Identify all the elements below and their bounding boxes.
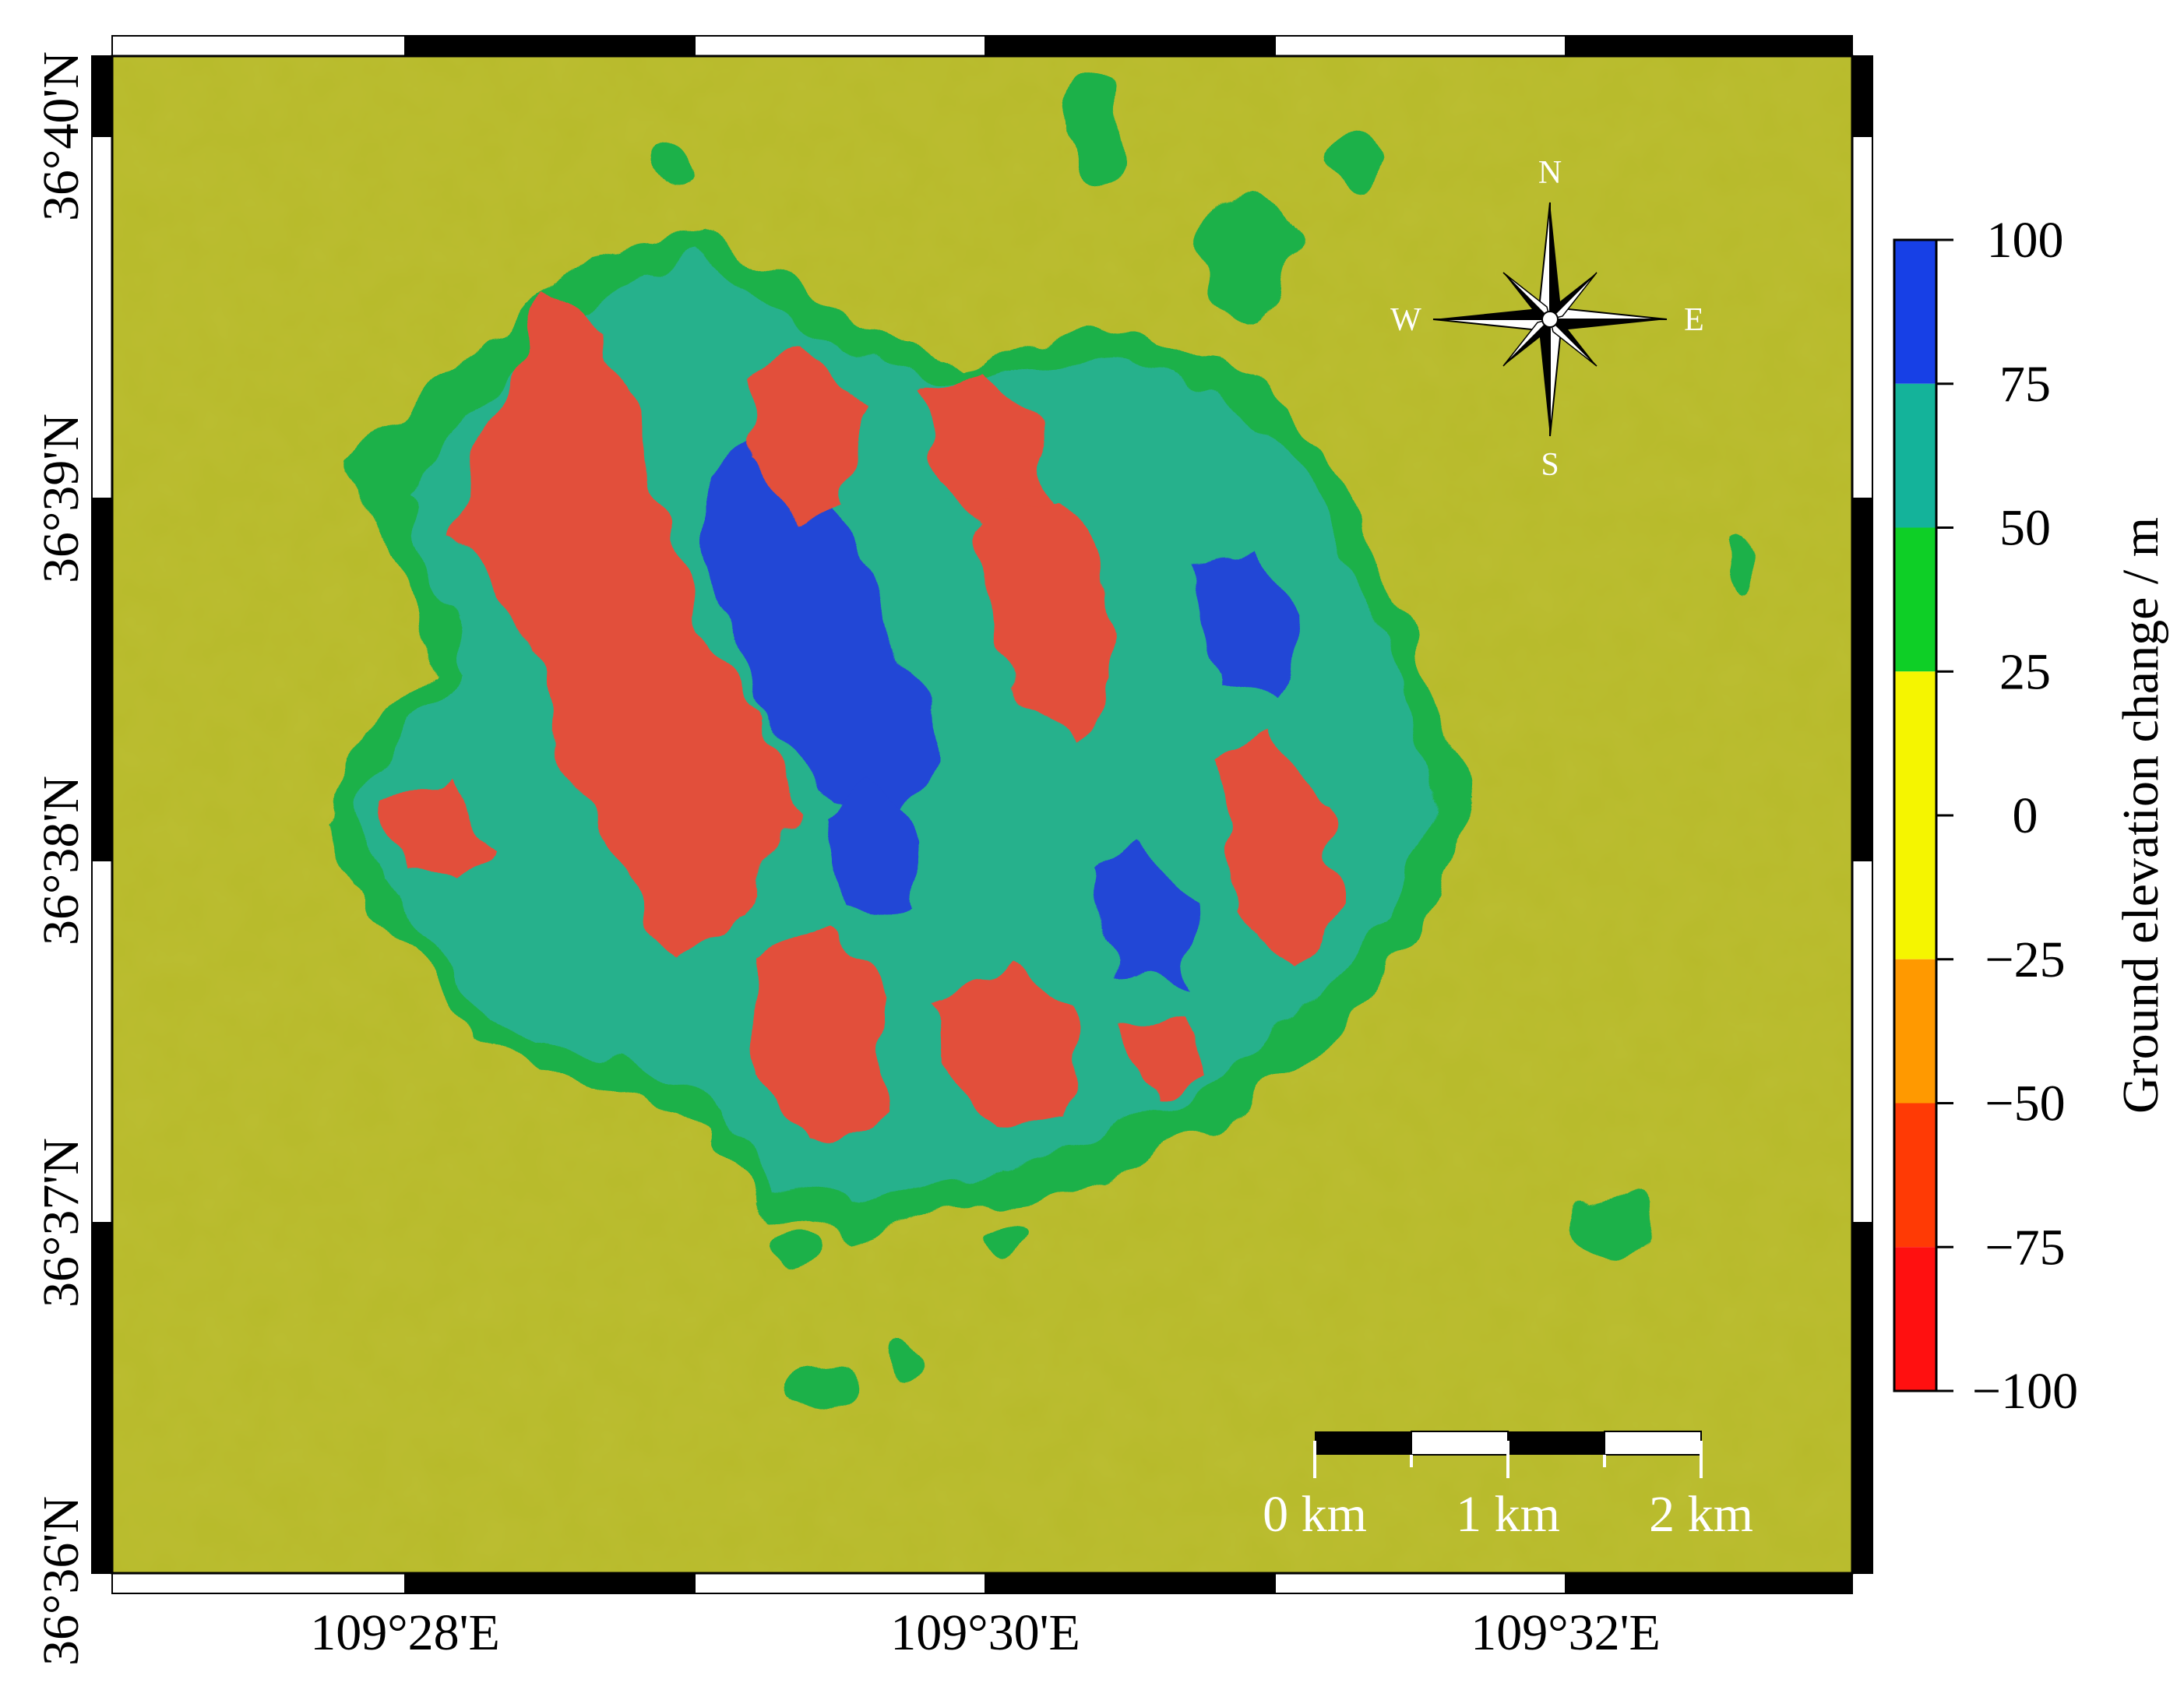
map-frame	[91, 35, 1873, 1594]
frame-segment	[1274, 1572, 1566, 1594]
frame-segment	[1851, 860, 1873, 1223]
colorbar-tick-label: −75	[1985, 1219, 2065, 1276]
zone-red	[981, 498, 1122, 748]
longitude-labels: 109°28'E 109°30'E 109°32'E	[310, 1604, 1661, 1661]
colorbar-tick-label: 75	[1999, 356, 2051, 413]
frame-segment	[694, 35, 986, 57]
scale-label: 1 km	[1456, 1486, 1560, 1543]
colorbar-tick-label: 100	[1987, 212, 2064, 269]
frame-segment	[91, 498, 113, 861]
elevation-change-overlay	[327, 234, 1464, 1238]
lat-label: 36°39'N	[33, 414, 90, 583]
scale-label: 0 km	[1263, 1486, 1367, 1543]
frame-segment	[404, 1572, 696, 1594]
green-patches	[654, 78, 1752, 1410]
compass-e: E	[1684, 302, 1704, 338]
zone-blue	[1090, 849, 1199, 981]
colorbar-tick-label: 25	[1999, 643, 2051, 700]
frame-segment	[694, 1572, 986, 1594]
latitude-labels: 36°40'N 36°39'N 36°38'N 36°37'N 36°36'N	[33, 51, 90, 1666]
lon-label: 109°30'E	[890, 1604, 1080, 1661]
green-patch	[1199, 195, 1293, 319]
scale-label: 2 km	[1649, 1486, 1753, 1543]
lat-label: 36°36'N	[33, 1496, 90, 1666]
frame-segment	[1851, 498, 1873, 861]
colorbar-bin	[1894, 959, 1936, 1104]
green-patch	[794, 1363, 857, 1410]
frame-segment	[111, 35, 406, 57]
zone-blue	[818, 787, 927, 911]
colorbar	[1894, 240, 1936, 1391]
compass-icon	[1432, 202, 1668, 437]
zone-red	[1122, 1012, 1207, 1106]
colorbar-bin	[1894, 671, 1936, 815]
zone-red	[919, 366, 1059, 545]
frame-segment	[404, 35, 696, 57]
scale-bar: 0 km 1 km 2 km	[1263, 1431, 1753, 1543]
colorbar-bin	[1894, 1103, 1936, 1248]
colorbar-tick-label: −100	[1972, 1363, 2078, 1420]
lon-label: 109°28'E	[310, 1604, 500, 1661]
frame-segment	[1274, 35, 1566, 57]
frame-segment	[1565, 1572, 1853, 1594]
colorbar-bin	[1894, 1247, 1936, 1391]
frame-segment	[91, 1222, 113, 1574]
frame-segment	[1565, 35, 1853, 57]
zone-red	[748, 935, 888, 1145]
green-patch	[1332, 132, 1394, 195]
zone-red	[1215, 732, 1340, 966]
colorbar-title: Ground elevation change / m	[2112, 517, 2169, 1114]
zone-blue	[701, 436, 935, 841]
colorbar-bin	[1894, 383, 1936, 528]
green-patch	[771, 1234, 818, 1273]
colorbar-ticks: 100 75 50 25 0 −25 −50 −75 −100	[1936, 212, 2078, 1420]
frame-segment	[985, 35, 1276, 57]
colorbar-tick-label: −25	[1985, 931, 2065, 988]
colorbar-bin	[1894, 240, 1936, 384]
green-patch	[654, 140, 701, 187]
green-patch	[981, 1219, 1028, 1258]
colorbar-bin	[1894, 527, 1936, 672]
map-border	[111, 55, 1854, 1575]
frame-segment	[91, 136, 113, 499]
green-patch	[1721, 545, 1752, 592]
colorbar-tick-label: 0	[2013, 787, 2038, 844]
zone-blue	[1184, 545, 1301, 701]
lat-label: 36°38'N	[33, 776, 90, 945]
green-patch	[1059, 78, 1122, 187]
lat-label: 36°37'N	[33, 1138, 90, 1308]
compass-rose: N S E W	[1390, 155, 1704, 483]
compass-w: W	[1390, 302, 1421, 338]
green-patch	[880, 1343, 927, 1382]
colorbar-tick-label: −50	[1985, 1076, 2065, 1132]
colorbar-bin	[1894, 815, 1936, 959]
map-area	[112, 56, 1852, 1573]
zone-red	[935, 966, 1075, 1129]
compass-n: N	[1538, 155, 1562, 191]
colorbar-tick-label: 50	[1999, 500, 2051, 557]
frame-segment	[1851, 55, 1873, 137]
frame-segment	[1851, 136, 1873, 499]
zone-red	[748, 350, 857, 514]
compass-s: S	[1541, 447, 1559, 483]
frame-segment	[1851, 1222, 1873, 1574]
frame-segment	[985, 1572, 1276, 1594]
green-patch	[1573, 1192, 1651, 1254]
lon-label: 109°32'E	[1471, 1604, 1661, 1661]
lat-label: 36°40'N	[33, 51, 90, 221]
frame-segment	[91, 860, 113, 1223]
frame-segment	[111, 1572, 406, 1594]
frame-segment	[91, 55, 113, 137]
zone-red	[452, 296, 794, 958]
zone-red	[389, 779, 491, 888]
